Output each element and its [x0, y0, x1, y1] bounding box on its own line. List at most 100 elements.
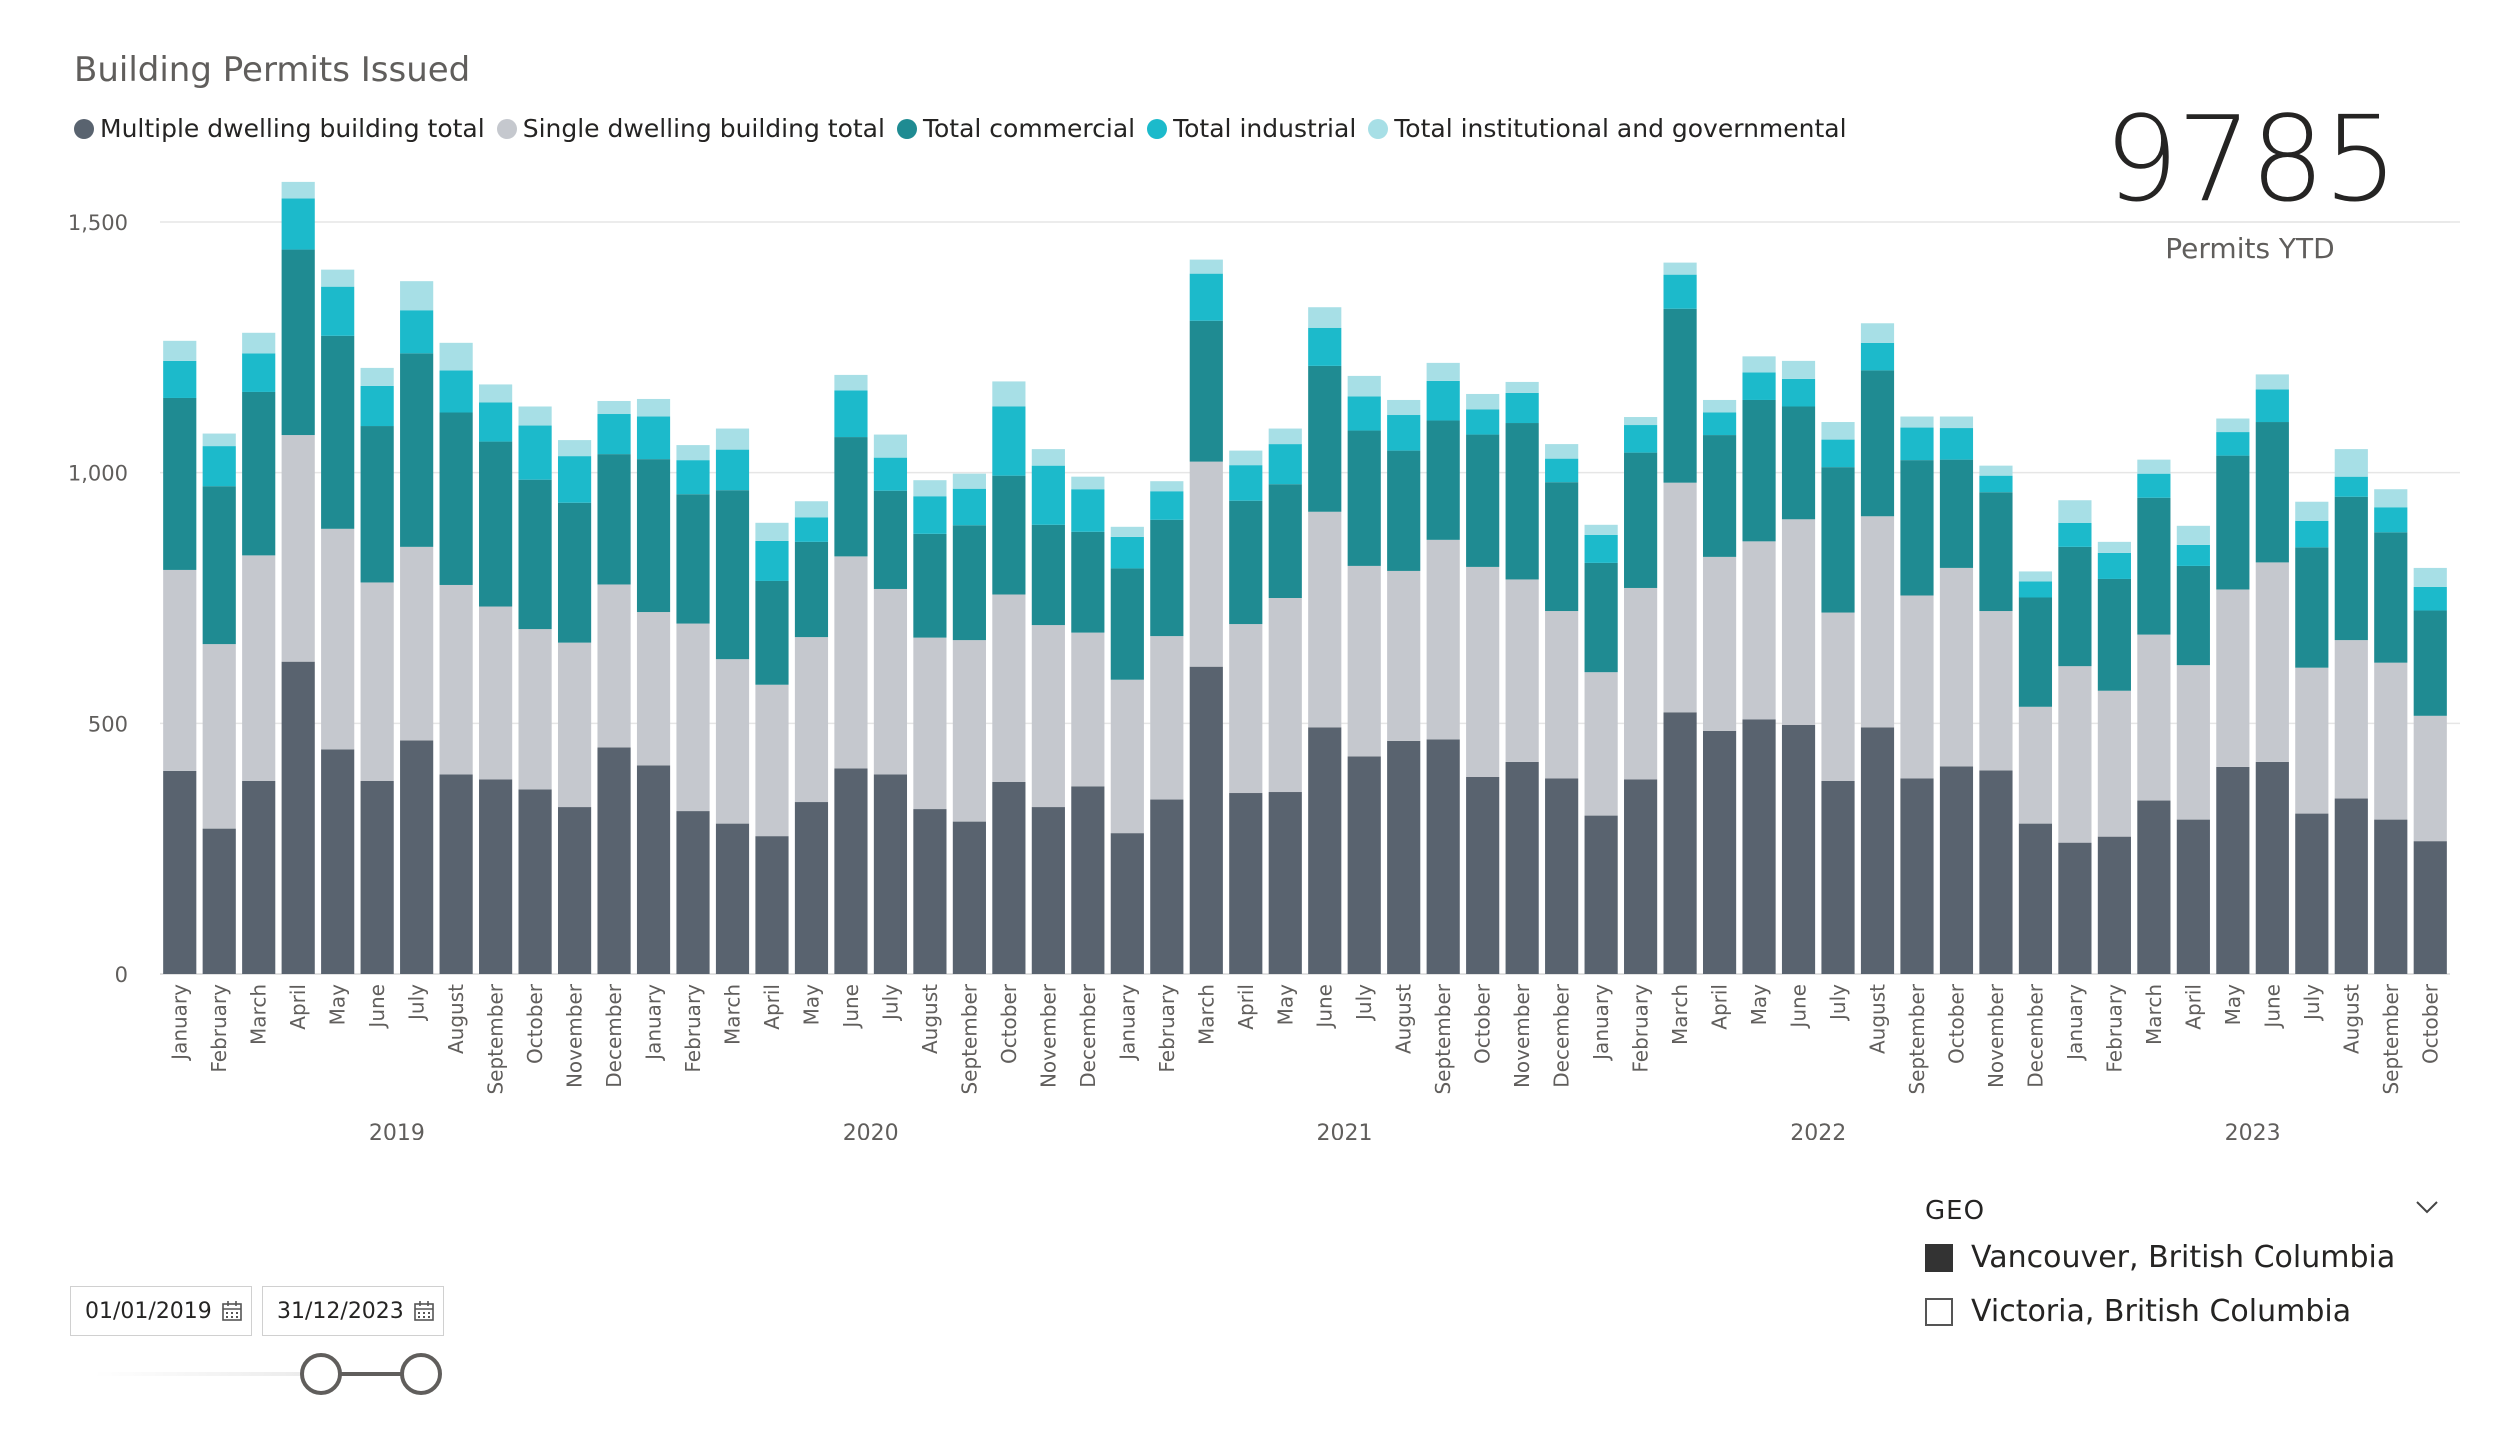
bar-segment-commercial[interactable]	[2374, 532, 2408, 663]
bar-segment-commercial[interactable]	[2018, 597, 2053, 707]
bar-segment-single[interactable]	[479, 606, 513, 780]
bar-segment-commercial[interactable]	[202, 486, 236, 645]
bar-segment-industrial[interactable]	[439, 370, 473, 413]
bar-segment-single[interactable]	[2216, 589, 2250, 767]
bar-segment-multiple[interactable]	[1860, 727, 1895, 974]
bar-segment-commercial[interactable]	[1860, 370, 1895, 517]
bar-segment-multiple[interactable]	[2413, 841, 2447, 974]
bar-segment-industrial[interactable]	[1663, 274, 1697, 309]
bar-segment-industrial[interactable]	[992, 406, 1026, 476]
bar-segment-multiple[interactable]	[1268, 792, 1302, 974]
bar-segment-commercial[interactable]	[557, 502, 592, 643]
bar-segment-institutional[interactable]	[1071, 476, 1105, 490]
date-slider-start-handle[interactable]	[300, 1353, 342, 1395]
bar-segment-multiple[interactable]	[1663, 712, 1697, 974]
bar-segment-institutional[interactable]	[597, 400, 631, 415]
bar-segment-commercial[interactable]	[676, 494, 710, 624]
bar-segment-single[interactable]	[1387, 570, 1421, 741]
bar-segment-multiple[interactable]	[518, 789, 552, 974]
bar-segment-single[interactable]	[2413, 715, 2447, 842]
bar-segment-multiple[interactable]	[1426, 739, 1460, 974]
bar-segment-commercial[interactable]	[1624, 452, 1658, 588]
bar-segment-multiple[interactable]	[1150, 799, 1184, 974]
bar-segment-commercial[interactable]	[1939, 459, 1974, 568]
bar-segment-commercial[interactable]	[1071, 531, 1105, 633]
bar-segment-institutional[interactable]	[1426, 362, 1460, 381]
bar-segment-institutional[interactable]	[913, 480, 947, 497]
bar-segment-institutional[interactable]	[1900, 416, 1934, 428]
bar-segment-multiple[interactable]	[1110, 833, 1144, 974]
bar-segment-multiple[interactable]	[873, 774, 908, 974]
bar-segment-industrial[interactable]	[834, 390, 868, 438]
bar-segment-institutional[interactable]	[794, 501, 829, 518]
bar-segment-commercial[interactable]	[1821, 467, 1855, 613]
bar-segment-institutional[interactable]	[1821, 422, 1855, 440]
bar-segment-single[interactable]	[794, 637, 829, 803]
bar-segment-commercial[interactable]	[1189, 320, 1223, 462]
bar-segment-institutional[interactable]	[755, 522, 789, 541]
bar-segment-single[interactable]	[557, 642, 592, 808]
bar-segment-industrial[interactable]	[1308, 327, 1342, 366]
bar-segment-multiple[interactable]	[1308, 727, 1342, 974]
bar-segment-multiple[interactable]	[1624, 779, 1658, 974]
bar-segment-institutional[interactable]	[2018, 571, 2053, 582]
bar-segment-multiple[interactable]	[1742, 719, 1776, 974]
bar-segment-institutional[interactable]	[400, 281, 434, 311]
bar-segment-multiple[interactable]	[1584, 815, 1618, 974]
bar-segment-institutional[interactable]	[1860, 323, 1895, 343]
bar-segment-commercial[interactable]	[1150, 519, 1184, 637]
bar-segment-commercial[interactable]	[1426, 420, 1460, 540]
bar-segment-multiple[interactable]	[400, 740, 434, 974]
calendar-icon[interactable]	[221, 1300, 243, 1322]
bar-segment-commercial[interactable]	[2097, 578, 2131, 691]
bar-segment-single[interactable]	[1702, 556, 1737, 731]
bar-segment-multiple[interactable]	[1702, 730, 1737, 974]
bar-segment-commercial[interactable]	[597, 454, 631, 585]
bar-segment-institutional[interactable]	[1781, 360, 1816, 379]
bar-segment-institutional[interactable]	[2374, 489, 2408, 508]
bar-segment-commercial[interactable]	[2216, 455, 2250, 590]
bar-segment-commercial[interactable]	[873, 490, 908, 589]
bar-segment-single[interactable]	[2334, 640, 2368, 799]
bar-segment-industrial[interactable]	[518, 425, 552, 480]
bar-segment-commercial[interactable]	[2137, 497, 2171, 635]
bar-segment-institutional[interactable]	[557, 440, 592, 457]
bar-segment-single[interactable]	[1505, 579, 1539, 762]
bar-segment-multiple[interactable]	[242, 780, 276, 974]
bar-segment-institutional[interactable]	[1742, 356, 1776, 373]
bar-segment-multiple[interactable]	[1979, 770, 2013, 974]
bar-segment-multiple[interactable]	[2137, 800, 2171, 974]
bar-segment-single[interactable]	[1979, 611, 2013, 771]
bar-segment-multiple[interactable]	[597, 747, 631, 974]
bar-segment-institutional[interactable]	[2176, 525, 2210, 545]
bar-segment-industrial[interactable]	[1900, 427, 1934, 461]
bar-segment-institutional[interactable]	[2058, 500, 2092, 523]
bar-segment-single[interactable]	[1860, 516, 1895, 728]
bar-segment-multiple[interactable]	[1031, 807, 1065, 974]
bar-segment-multiple[interactable]	[636, 765, 671, 974]
bar-segment-commercial[interactable]	[1347, 430, 1381, 566]
bar-segment-institutional[interactable]	[2216, 418, 2250, 433]
bar-segment-institutional[interactable]	[1979, 465, 2013, 476]
bar-segment-commercial[interactable]	[992, 475, 1026, 595]
start-date-input[interactable]: 01/01/2019	[70, 1286, 252, 1336]
bar-segment-commercial[interactable]	[1702, 435, 1737, 557]
bar-segment-commercial[interactable]	[1229, 500, 1263, 625]
bar-segment-multiple[interactable]	[2216, 766, 2250, 974]
bar-segment-institutional[interactable]	[1189, 259, 1223, 274]
bar-segment-industrial[interactable]	[360, 385, 394, 427]
bar-segment-multiple[interactable]	[676, 811, 710, 974]
bar-segment-commercial[interactable]	[636, 459, 671, 613]
bar-segment-single[interactable]	[439, 584, 473, 775]
bar-segment-commercial[interactable]	[1031, 524, 1065, 626]
date-slider-track[interactable]	[94, 1372, 322, 1376]
bar-segment-commercial[interactable]	[1979, 492, 2013, 612]
bar-segment-commercial[interactable]	[2295, 547, 2329, 668]
bar-segment-single[interactable]	[992, 594, 1026, 782]
bar-segment-industrial[interactable]	[794, 517, 829, 542]
bar-segment-industrial[interactable]	[1584, 534, 1618, 563]
bar-segment-institutional[interactable]	[281, 181, 315, 199]
bar-segment-multiple[interactable]	[2058, 842, 2092, 974]
bar-segment-industrial[interactable]	[1939, 428, 1974, 460]
geo-option-victoria[interactable]: Victoria, British Columbia	[1925, 1294, 2351, 1329]
